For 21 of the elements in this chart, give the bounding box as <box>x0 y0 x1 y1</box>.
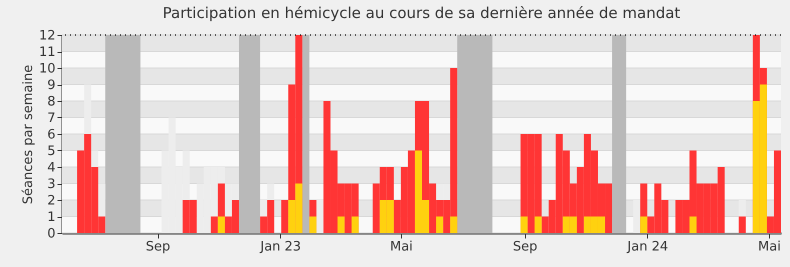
x-tick-label: Mai <box>758 240 781 254</box>
y-tick-label: 9 <box>47 78 56 93</box>
y-tick-label: 5 <box>47 144 56 159</box>
y-tick-label: 6 <box>47 128 56 142</box>
y-tick-label: 4 <box>47 160 56 176</box>
y-tick-label: 0 <box>47 226 56 242</box>
x-tick-label: Mai <box>390 240 413 254</box>
y-axis-title: Séances par semaine <box>20 64 36 204</box>
x-tick-label: Sep <box>512 240 538 254</box>
x-tick-label: Sep <box>146 240 170 254</box>
x-tick-label: Jan 23 <box>259 240 302 254</box>
x-tick-label: Jan 24 <box>626 240 668 254</box>
y-tick-label: 2 <box>47 194 56 208</box>
y-tick-label: 8 <box>47 94 56 110</box>
chart-title: Participation en hémicycle au cours de sa dernière année de mandat <box>162 4 680 22</box>
y-tick-label: 1 <box>47 210 56 225</box>
y-tick-label: 7 <box>47 111 56 126</box>
y-tick-label: 11 <box>38 45 56 60</box>
y-tick-label: 3 <box>47 177 56 192</box>
y-tick-label: 12 <box>38 28 56 44</box>
y-tick-label: 10 <box>38 62 56 76</box>
